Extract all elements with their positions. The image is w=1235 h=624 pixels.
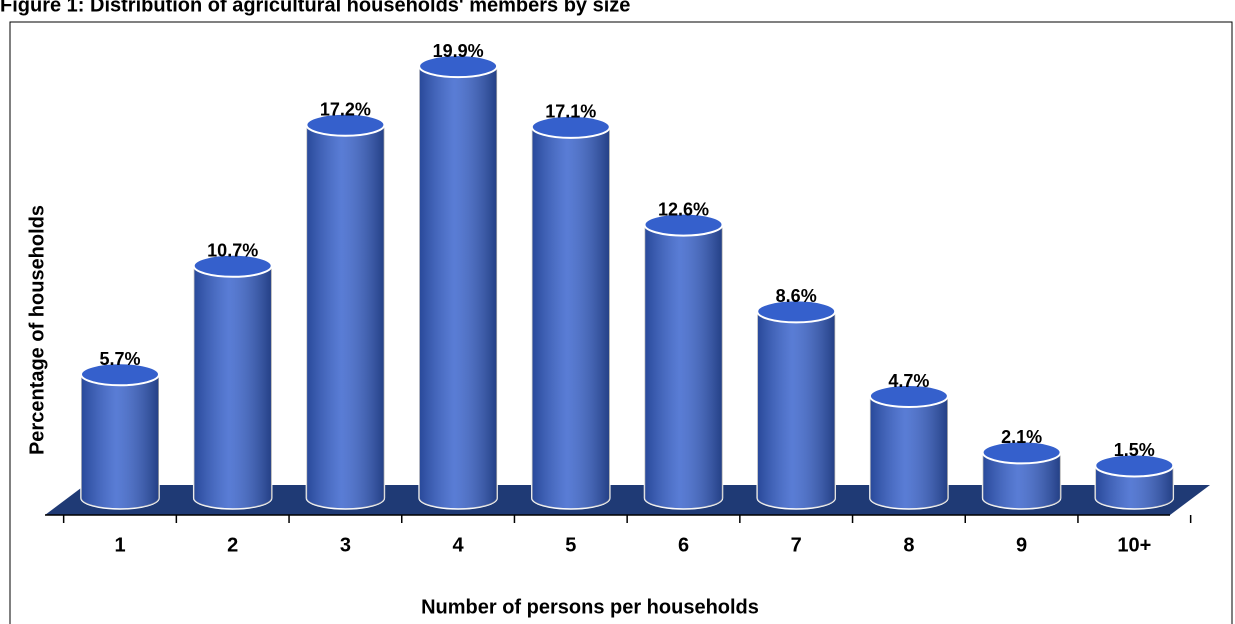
- chart-border: [9, 21, 1233, 624]
- bar-top: [643, 212, 724, 237]
- x-tick-label: 5: [565, 534, 576, 556]
- bar-top: [530, 114, 611, 139]
- y-axis-title: Percentage of households: [26, 205, 48, 455]
- value-label: 19.9%: [433, 41, 484, 61]
- bar-top: [868, 384, 949, 409]
- x-tick-label: 7: [791, 534, 802, 556]
- value-label: 8.6%: [776, 286, 817, 306]
- bar-shade: [1095, 465, 1174, 509]
- bar-top: [305, 112, 386, 137]
- x-tick-label: 9: [1016, 534, 1027, 556]
- bar-top: [80, 362, 160, 387]
- bar-top: [756, 299, 837, 324]
- x-tick-label: 10+: [1117, 534, 1151, 556]
- chart-title: Figure 1: Distribution of agricultural h…: [0, 0, 630, 16]
- x-tick-label: 6: [678, 534, 689, 556]
- bar-shade: [81, 374, 159, 509]
- bar-shade: [419, 66, 498, 510]
- x-tick-label: 1: [114, 534, 125, 556]
- bar-top: [192, 253, 273, 278]
- value-label: 17.2%: [320, 100, 371, 120]
- bar-shade: [306, 124, 385, 509]
- value-label: 10.7%: [207, 241, 258, 261]
- bar-shade: [644, 224, 723, 509]
- bar-shade: [531, 126, 610, 510]
- x-tick-label: 4: [453, 534, 465, 556]
- x-axis-title: Number of persons per households: [421, 596, 759, 618]
- value-label: 4.7%: [888, 371, 929, 391]
- value-label: 2.1%: [1001, 427, 1042, 447]
- bar-shade: [193, 265, 272, 509]
- value-label: 1.5%: [1114, 440, 1155, 460]
- x-tick-label: 3: [340, 534, 351, 556]
- bar-shade: [869, 396, 948, 509]
- bar-top: [1094, 453, 1175, 478]
- value-label: 5.7%: [99, 349, 140, 369]
- bar-shade: [982, 452, 1061, 509]
- x-tick-label: 2: [227, 534, 238, 556]
- bar-top: [981, 440, 1062, 465]
- value-label: 17.1%: [545, 102, 596, 122]
- x-tick-label: 8: [903, 534, 914, 556]
- bar-top: [418, 54, 499, 79]
- value-label: 12.6%: [658, 199, 709, 219]
- bar-shade: [757, 311, 836, 509]
